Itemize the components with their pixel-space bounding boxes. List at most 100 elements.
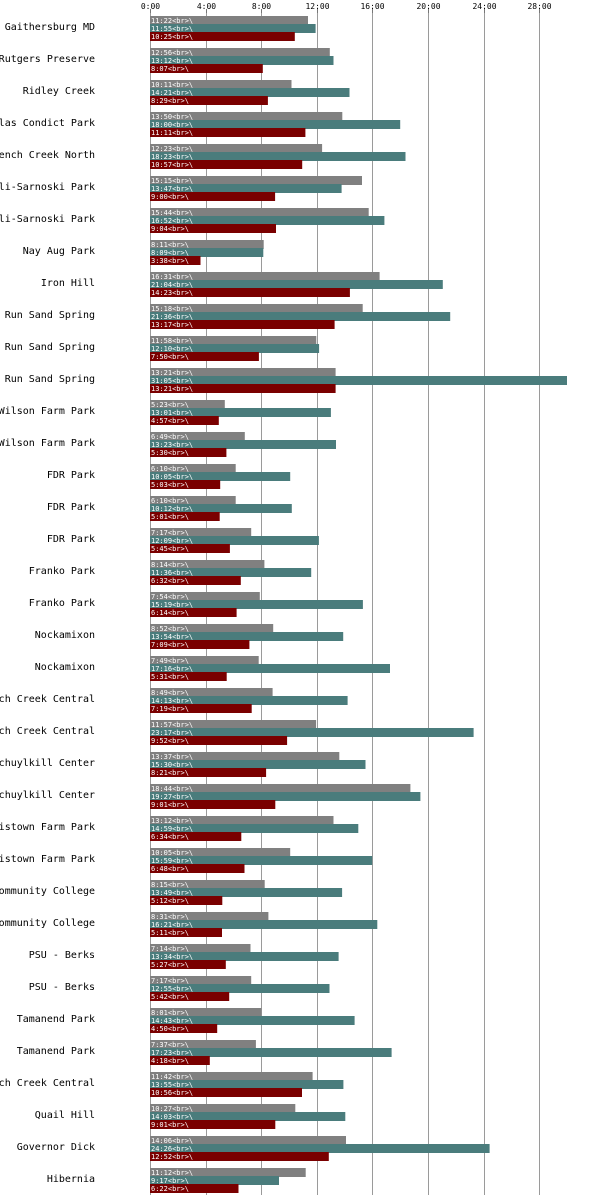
bar: [150, 1024, 218, 1033]
bar: [150, 928, 222, 937]
bar: [150, 1112, 346, 1121]
bar: [150, 976, 252, 985]
bar: [150, 1136, 346, 1145]
bar-label: 11:36<br>\: [151, 569, 193, 577]
bar-label: 13:17<br>\: [151, 321, 193, 329]
bar: [150, 184, 342, 193]
x-axis-ticks: 0:00 4:00 8:00 12:00 16:00 20:00 24:00 28:00: [141, 2, 552, 13]
bar: [150, 856, 373, 865]
bar: [150, 528, 252, 537]
bar-label: 5:11<br>\: [151, 929, 189, 937]
bar-label: 8:29<br>\: [151, 97, 189, 105]
bar: [150, 256, 201, 265]
bar-label: 8:11<br>\: [151, 241, 189, 249]
bar: [150, 56, 334, 65]
bar: [150, 1040, 256, 1049]
bar: [150, 720, 317, 729]
bar-label: 12:09<br>\: [151, 537, 193, 545]
bar-label: 10:56<br>\: [151, 1089, 193, 1097]
bar-label: 10:12<br>\: [151, 505, 193, 513]
bar-label: 6:10<br>\: [151, 497, 189, 505]
bar: [150, 688, 273, 697]
bar-label: 23:17<br>\: [151, 729, 193, 737]
bar-label: 4:50<br>\: [151, 1025, 189, 1033]
category-label: ch Creek Central: [0, 1078, 95, 1089]
bar: [150, 344, 320, 353]
bar: [150, 848, 291, 857]
bar: [150, 568, 312, 577]
bar: [150, 888, 343, 897]
bar: [150, 432, 245, 441]
bar: [150, 536, 319, 545]
bar-label: 6:48<br>\: [151, 865, 189, 873]
bar: [150, 944, 251, 953]
category-label: istown Farm Park: [0, 822, 95, 833]
bar-label: 16:21<br>\: [151, 921, 193, 929]
bar: [150, 1144, 490, 1153]
bar: [150, 800, 276, 809]
bar-label: 10:57<br>\: [151, 161, 193, 169]
bar: [150, 816, 334, 825]
bar-label: 14:21<br>\: [151, 89, 193, 97]
bar: [150, 672, 227, 681]
bar: [150, 640, 250, 649]
bar-label: 9:01<br>\: [151, 801, 189, 809]
bar: [150, 784, 411, 793]
bar-label: 8:01<br>\: [151, 1009, 189, 1017]
x-tick-label: 20:00: [416, 2, 440, 11]
bar-label: 13:50<br>\: [151, 113, 193, 121]
bar: [150, 96, 268, 105]
bar: [150, 768, 267, 777]
bar-label: 12:10<br>\: [151, 345, 193, 353]
category-labels: Gaithersburg MD Rutgers Preserve Ridley Cr…: [0, 22, 95, 1185]
category-label: Run Sand Spring: [5, 342, 95, 353]
bar: [150, 312, 451, 321]
bar-label: 8:14<br>\: [151, 561, 189, 569]
bar: [150, 1104, 296, 1113]
bar: [150, 624, 274, 633]
category-label: Tamanend Park: [17, 1046, 95, 1057]
bar: [150, 544, 230, 553]
bar-label: 7:54<br>\: [151, 593, 189, 601]
bar-label: 6:49<br>\: [151, 433, 189, 441]
bar: [150, 960, 226, 969]
bar: [150, 24, 316, 33]
bar: [150, 1048, 392, 1057]
x-tick-label: 0:00: [141, 2, 160, 11]
bar: [150, 64, 263, 73]
bar-label: 14:59<br>\: [151, 825, 193, 833]
bar: [150, 760, 366, 769]
bar-label: 7:50<br>\: [151, 353, 189, 361]
bar: [150, 1152, 329, 1161]
bar-label: 13:47<br>\: [151, 185, 193, 193]
bar-label: 14:23<br>\: [151, 289, 193, 297]
bar: [150, 32, 295, 41]
bar-label: 9:04<br>\: [151, 225, 189, 233]
bar: [150, 376, 567, 385]
bar: [150, 144, 323, 153]
bar-label: 24:26<br>\: [151, 1145, 193, 1153]
category-label: Tamanend Park: [17, 1014, 95, 1025]
bar-label: 5:23<br>\: [151, 401, 189, 409]
bar: [150, 560, 265, 569]
bar-label: 11:42<br>\: [151, 1073, 193, 1081]
bar: [150, 952, 339, 961]
bar-label: 14:43<br>\: [151, 1017, 193, 1025]
bar-label: 15:18<br>\: [151, 305, 193, 313]
bar-label: 4:18<br>\: [151, 1057, 189, 1065]
bar-label: 13:21<br>\: [151, 369, 193, 377]
category-label: Rutgers Preserve: [0, 54, 95, 65]
bar-label: 13:49<br>\: [151, 889, 193, 897]
category-label: ommunity College: [0, 886, 95, 897]
bar-label: 6:10<br>\: [151, 465, 189, 473]
bar: [150, 16, 308, 25]
bar-label: 7:19<br>\: [151, 705, 189, 713]
bar-label: 21:04<br>\: [151, 281, 193, 289]
bar-label: 13:21<br>\: [151, 385, 193, 393]
category-label: Franko Park: [29, 598, 95, 609]
x-tick-label: 24:00: [472, 2, 496, 11]
category-label: las Condict Park: [0, 118, 95, 129]
bar-label: 5:12<br>\: [151, 897, 189, 905]
category-label: chuylkill Center: [0, 790, 95, 801]
bar-label: 5:27<br>\: [151, 961, 189, 969]
